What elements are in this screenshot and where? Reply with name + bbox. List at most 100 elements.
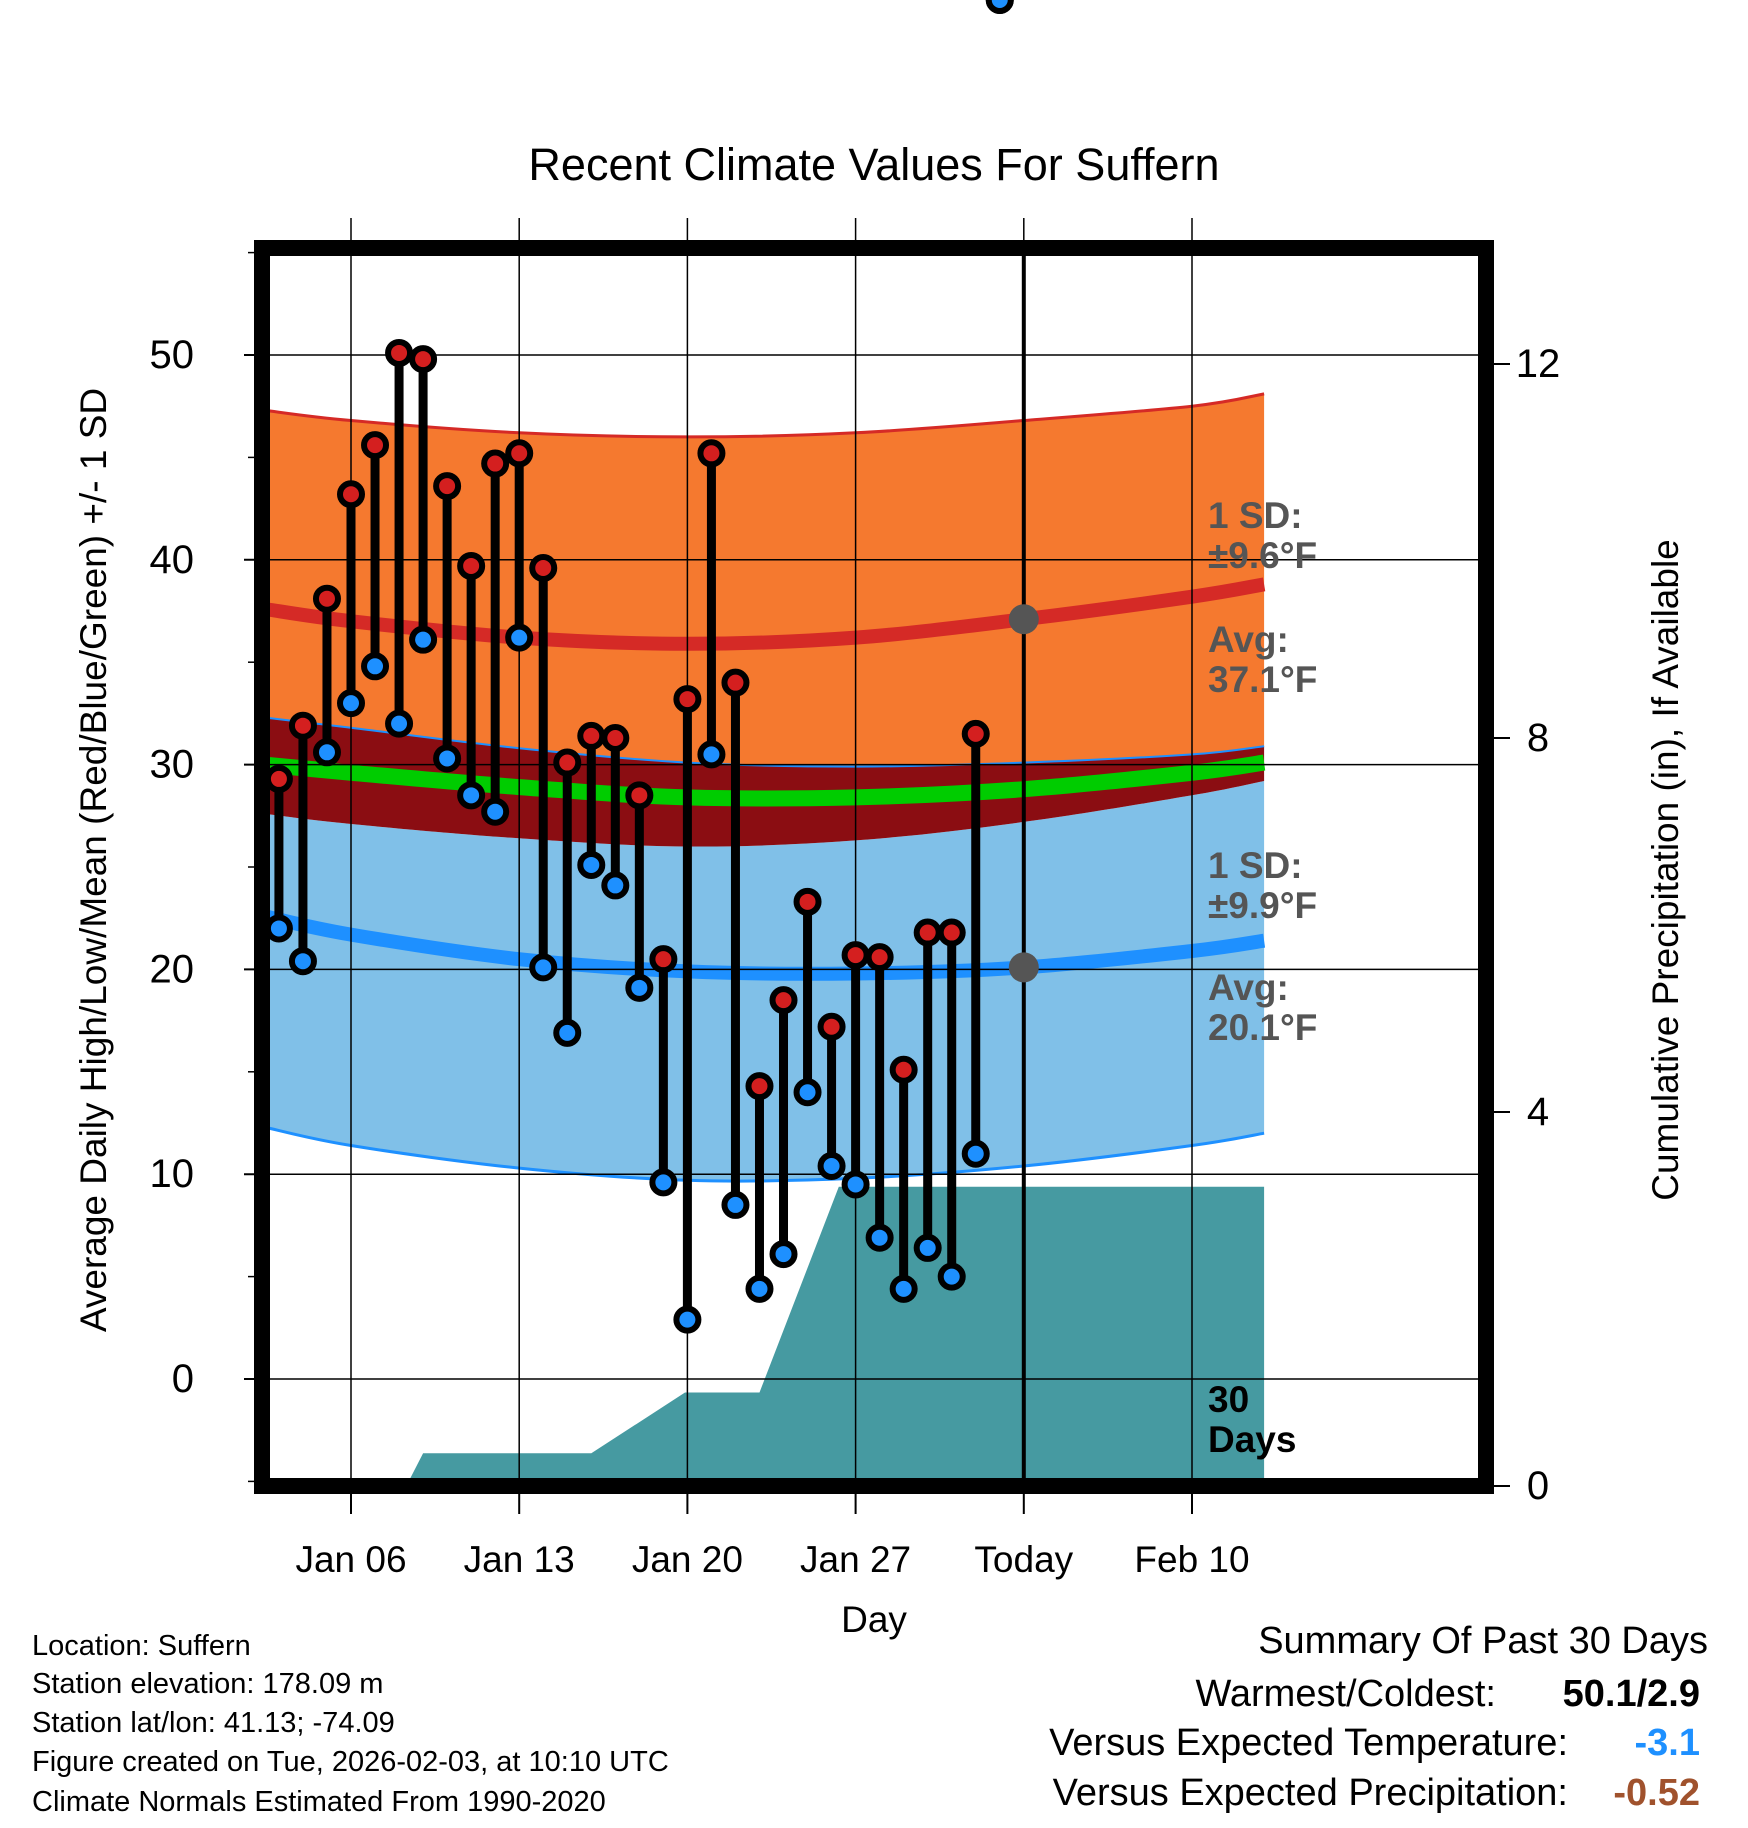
low-point-24 — [769, 1240, 798, 1269]
x-tick-label-41: Feb 10 — [1134, 1539, 1249, 1580]
low-point-18 — [625, 973, 654, 1002]
low-sd-band — [264, 781, 1265, 1182]
low-point-17 — [601, 871, 630, 900]
x-tick-label-27: Jan 27 — [800, 1539, 911, 1580]
high-point-20 — [673, 685, 702, 714]
x-tick-label-20: Jan 20 — [632, 1539, 743, 1580]
high-point-32 — [961, 719, 990, 748]
footer-elevation: Station elevation: 178.09 m — [32, 1668, 384, 1700]
high-point-25 — [793, 887, 822, 916]
x-tick-label-6: Jan 06 — [295, 1539, 406, 1580]
precip-area — [264, 1186, 1265, 1486]
low-point-19 — [649, 1168, 678, 1197]
mean-normal-line — [263, 754, 1266, 807]
low-point-32 — [961, 1139, 990, 1168]
low-point-27 — [841, 1170, 870, 1199]
y2-tick-label-0: 0 — [1527, 1464, 1549, 1508]
high-point-6 — [337, 480, 365, 509]
footer-normals: Climate Normals Estimated From 1990-2020 — [32, 1786, 606, 1818]
high-point-21 — [697, 439, 726, 468]
window-label-1: Days — [1208, 1419, 1296, 1460]
high-point-18 — [625, 781, 654, 810]
high-point-13 — [505, 439, 534, 468]
high-avg-label-1: 37.1°F — [1208, 659, 1317, 700]
today-low-normal-marker — [1008, 952, 1039, 983]
y2-tick-label-8: 8 — [1527, 716, 1549, 760]
today-high-normal-marker — [1008, 604, 1039, 635]
y2-axis-label: Cumulative Precipitation (in), If Availa… — [1645, 539, 1686, 1201]
footer-location: Location: Suffern — [32, 1630, 251, 1662]
low-sd-label-1: ±9.9°F — [1208, 885, 1317, 926]
y-tick-label-50: 50 — [150, 333, 195, 377]
low-normal-line — [263, 909, 1266, 981]
low-point-23 — [745, 1274, 774, 1303]
high-point-26 — [817, 1012, 846, 1041]
high-point-16 — [577, 721, 606, 750]
axes: Jan 06 Jan 13 Jan 20 Jan 27 Today Feb 10 0 10 20… — [150, 251, 1561, 1580]
high-point-17 — [601, 723, 630, 752]
high-point-24 — [769, 986, 798, 1015]
y2-tick-label-12: 12 — [1516, 342, 1561, 386]
low-point-7 — [361, 652, 390, 681]
high-point-31 — [937, 918, 966, 947]
high-lower-edge — [264, 716, 1265, 768]
low-point-13 — [505, 623, 534, 652]
normal-bands — [263, 392, 1266, 1183]
high-point-14 — [529, 553, 558, 582]
high-point-10 — [433, 472, 462, 501]
temperature-series — [264, 0, 1039, 1334]
low-point-9 — [409, 625, 438, 654]
chart-title: Recent Climate Values For Suffern — [528, 139, 1219, 190]
low-point-10 — [433, 744, 462, 773]
low-point-4 — [288, 947, 317, 976]
high-point-30 — [913, 918, 942, 947]
mean-overlap-band — [264, 717, 1265, 847]
summary-precip-label: Versus Expected Precipitation: — [1052, 1772, 1568, 1814]
y-tick-label-20: 20 — [150, 947, 195, 991]
high-point-7 — [361, 431, 390, 460]
high-point-29 — [889, 1055, 918, 1084]
summary-precip-value: -0.52 — [1613, 1772, 1700, 1814]
high-point-8 — [385, 338, 414, 367]
low-point-30 — [913, 1233, 942, 1262]
high-point-4 — [288, 711, 317, 740]
footer-latlon: Station lat/lon: 41.13; -74.09 — [32, 1707, 395, 1739]
high-point-3 — [264, 764, 293, 793]
high-point-5 — [312, 584, 341, 613]
low-point-16 — [577, 850, 606, 879]
low-point-21 — [697, 740, 726, 769]
high-point-11 — [457, 551, 486, 580]
low-point-33 — [985, 0, 1014, 14]
summary-temp-value: -3.1 — [1634, 1722, 1700, 1764]
low-avg-label-1: 20.1°F — [1208, 1007, 1317, 1048]
low-point-25 — [793, 1078, 822, 1107]
high-point-15 — [553, 748, 582, 777]
high-sd-label-0: 1 SD: — [1208, 495, 1303, 536]
summary-warmest-label: Warmest/Coldest: — [1195, 1673, 1496, 1715]
y-tick-label-0: 0 — [172, 1357, 194, 1401]
high-avg-label-0: Avg: — [1208, 619, 1289, 660]
high-sd-label-1: ±9.6°F — [1208, 535, 1317, 576]
y-tick-label-30: 30 — [150, 743, 195, 787]
y2-tick-label-4: 4 — [1527, 1090, 1549, 1134]
high-point-28 — [865, 943, 894, 972]
x-tick-label-34: Today — [974, 1539, 1073, 1580]
low-point-14 — [529, 953, 558, 982]
high-sd-band — [264, 393, 1265, 767]
low-lower-edge — [264, 1125, 1265, 1183]
low-avg-label-0: Avg: — [1208, 967, 1289, 1008]
precip-cumulative — [264, 1186, 1265, 1486]
summary-warmest-value: 50.1/2.9 — [1562, 1673, 1700, 1715]
low-point-26 — [817, 1152, 846, 1181]
y-axis-label: Average Daily High/Low/Mean (Red/Blue/Gr… — [73, 388, 114, 1332]
high-point-23 — [745, 1072, 774, 1101]
low-point-6 — [337, 689, 365, 718]
low-point-29 — [889, 1274, 918, 1303]
high-point-27 — [841, 941, 870, 970]
high-point-9 — [409, 345, 438, 374]
low-point-12 — [481, 797, 510, 826]
low-point-3 — [264, 914, 293, 943]
y-tick-label-40: 40 — [150, 538, 195, 582]
high-point-12 — [481, 449, 510, 478]
summary-temp-label: Versus Expected Temperature: — [1049, 1722, 1568, 1764]
